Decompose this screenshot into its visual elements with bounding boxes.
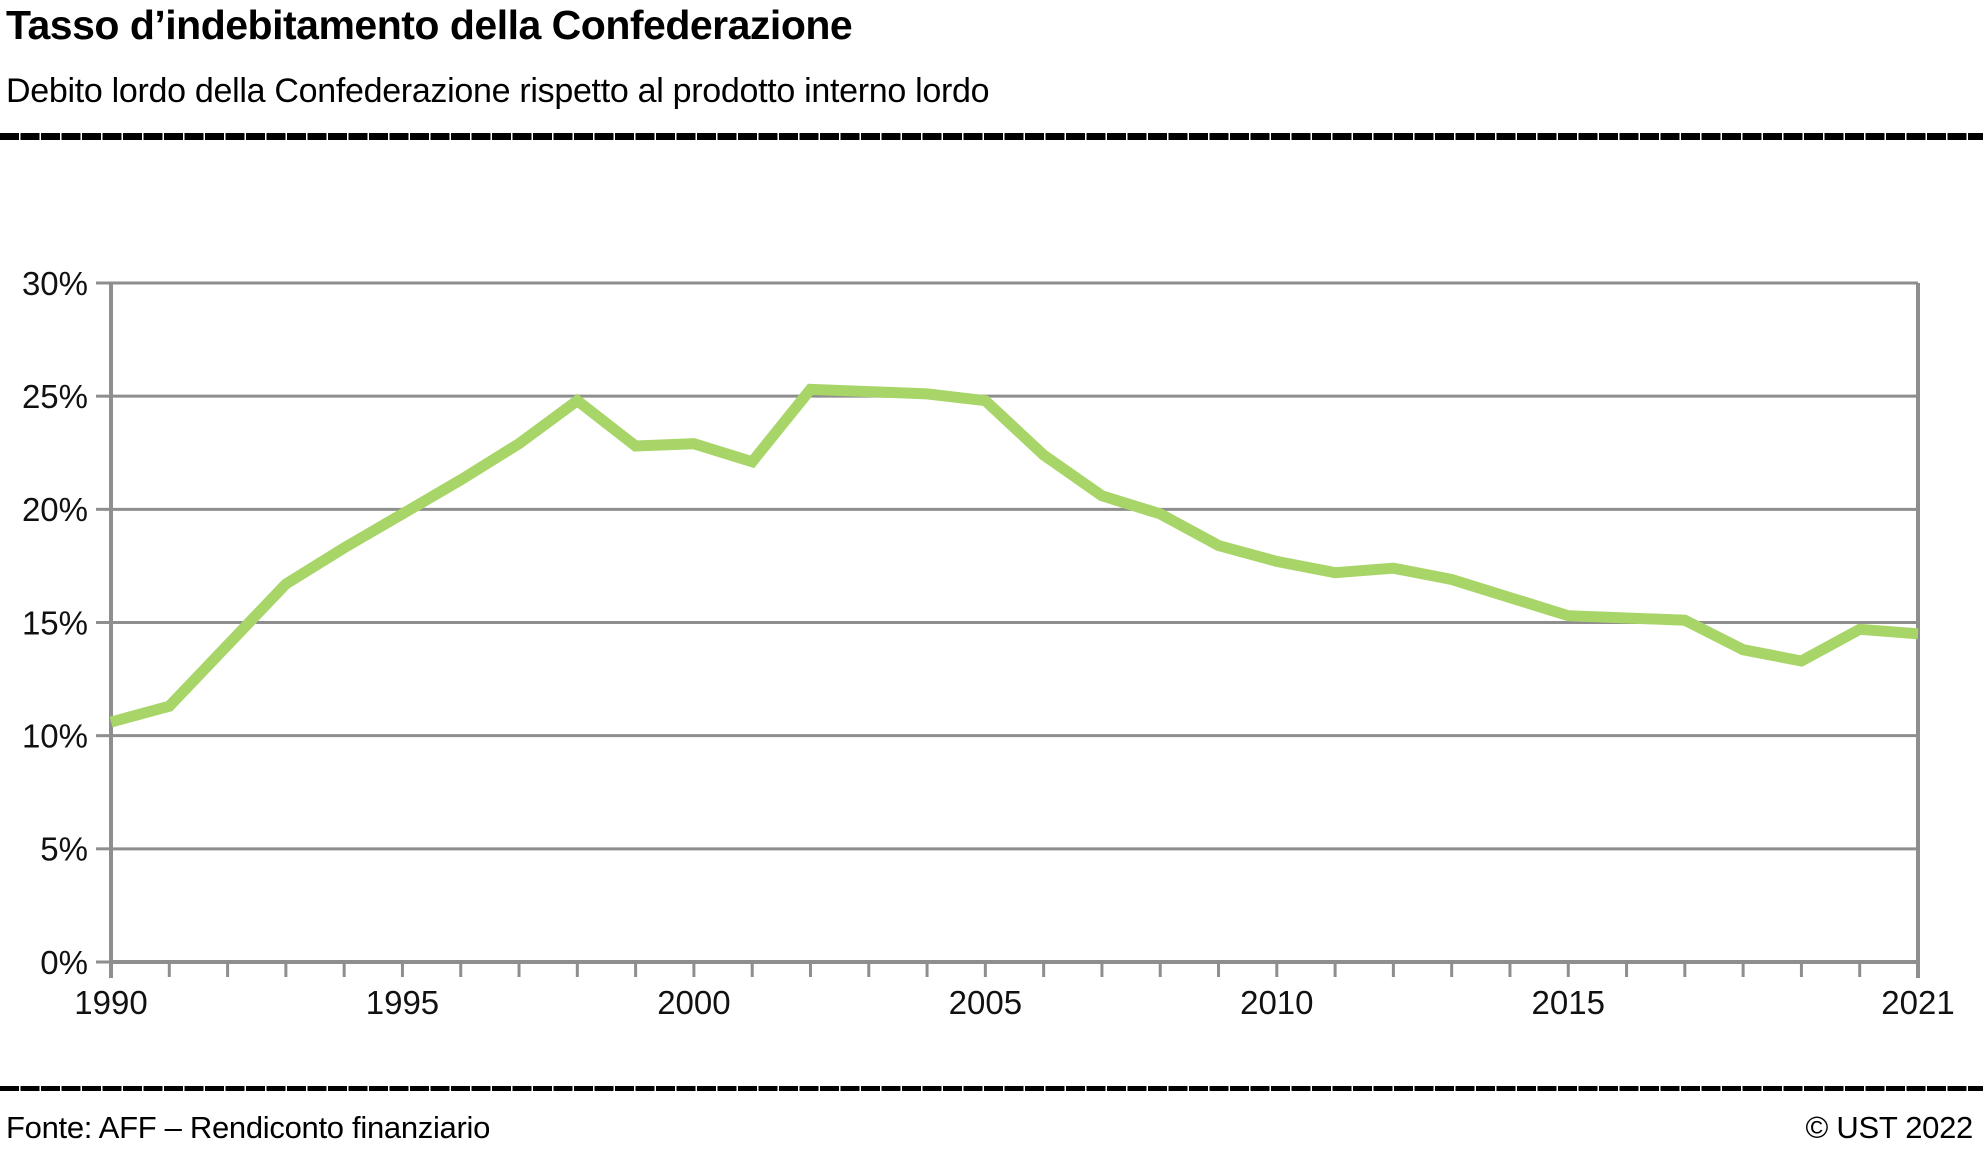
- debt-ratio-line: [109, 383, 1919, 728]
- footer-source: Fonte: AFF – Rendiconto finanziario: [6, 1110, 491, 1145]
- page-subtitle: Debito lordo della Confederazione rispet…: [6, 72, 990, 110]
- x-tick-label: 2015: [1532, 984, 1605, 1021]
- x-tick-label: 2010: [1240, 984, 1313, 1021]
- footer-copyright: © UST 2022: [1805, 1110, 1974, 1145]
- y-tick-label: 10%: [22, 718, 88, 755]
- x-tick-label: 1995: [366, 984, 439, 1021]
- footer-rule: [0, 1086, 1983, 1091]
- title-rule: [0, 133, 1983, 140]
- line-chart: 0% 5% 10% 15% 20% 25% 30% 1990 1995 2000 2005 2010 2…: [22, 265, 1955, 1021]
- x-tick-label: 2005: [949, 984, 1022, 1021]
- y-tick-label: 30%: [22, 265, 88, 302]
- x-tick-label: 1990: [74, 984, 147, 1021]
- page-title: Tasso d’indebitamento della Confederazio…: [6, 2, 853, 48]
- y-tick-label: 25%: [22, 378, 88, 415]
- x-tick-label: 2021: [1881, 984, 1954, 1021]
- y-tick-label: 0%: [40, 944, 88, 981]
- y-tick-label: 15%: [22, 604, 88, 641]
- y-tick-label: 20%: [22, 491, 88, 528]
- x-tick-label: 2000: [657, 984, 730, 1021]
- y-tick-label: 5%: [40, 831, 88, 868]
